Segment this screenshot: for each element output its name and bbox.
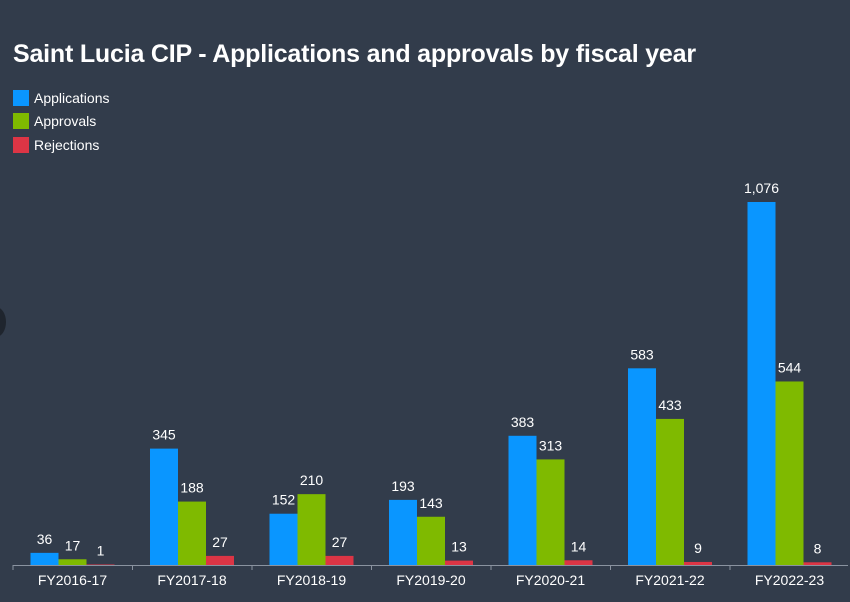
bar-applications-fy2020-21[interactable] [508,435,537,565]
data-label-approvals-fy2017-18: 188 [180,480,204,496]
chart-title: Saint Lucia CIP - Applications and appro… [13,40,696,68]
bar-approvals-fy2020-21[interactable] [536,459,565,565]
data-label-applications-fy2016-17: 36 [37,531,53,547]
data-label-approvals-fy2022-23: 544 [778,359,802,375]
data-label-rejections-fy2017-18: 27 [212,534,228,550]
legend-label-applications: Applications [34,89,110,106]
data-label-approvals-fy2021-22: 433 [658,397,682,413]
legend-label-rejections: Rejections [34,136,100,153]
bar-rejections-fy2022-23[interactable] [803,562,832,565]
bar-applications-fy2018-19[interactable] [269,513,298,565]
data-label-rejections-fy2021-22: 9 [694,540,702,556]
bar-rejections-fy2016-17[interactable] [86,564,115,566]
bar-rejections-fy2017-18[interactable] [206,555,234,565]
x-tick-label-fy2022-23: FY2022-23 [755,572,824,588]
legend-swatch-rejections [13,136,29,153]
data-label-applications-fy2019-20: 193 [391,478,415,494]
data-label-approvals-fy2018-19: 210 [300,472,324,488]
bar-applications-fy2016-17[interactable] [30,552,59,565]
data-label-approvals-fy2020-21: 313 [539,437,563,453]
data-label-approvals-fy2019-20: 143 [419,495,443,511]
scroll-handle[interactable] [0,307,6,337]
bar-approvals-fy2022-23[interactable] [775,381,804,565]
bar-applications-fy2022-23[interactable] [747,202,776,565]
bar-rejections-fy2020-21[interactable] [564,560,593,565]
bar-approvals-fy2021-22[interactable] [656,418,684,565]
data-label-applications-fy2021-22: 583 [630,346,654,362]
legend-swatch-approvals [13,113,29,130]
data-label-applications-fy2017-18: 345 [152,427,176,443]
legend-swatch-applications [13,89,29,106]
data-label-rejections-fy2018-19: 27 [332,534,348,550]
legend-item-approvals[interactable]: Approvals [13,110,110,134]
data-label-rejections-fy2016-17: 1 [97,543,105,559]
data-label-rejections-fy2020-21: 14 [571,538,587,554]
bar-applications-fy2021-22[interactable] [628,368,656,565]
x-tick-label-fy2019-20: FY2019-20 [396,572,465,588]
bar-applications-fy2017-18[interactable] [150,448,178,565]
bar-approvals-fy2018-19[interactable] [297,494,326,565]
data-label-rejections-fy2019-20: 13 [451,539,467,555]
data-label-applications-fy2018-19: 152 [272,492,296,508]
x-tick-label-fy2021-22: FY2021-22 [635,572,704,588]
legend-label-approvals: Approvals [34,113,97,130]
data-label-approvals-fy2016-17: 17 [65,537,81,553]
legend-item-rejections[interactable]: Rejections [13,133,110,157]
legend-item-applications[interactable]: Applications [13,86,110,110]
bar-approvals-fy2017-18[interactable] [178,501,206,565]
x-tick-label-fy2017-18: FY2017-18 [157,572,226,588]
bar-rejections-fy2018-19[interactable] [325,555,354,565]
bar-rejections-fy2019-20[interactable] [445,560,473,565]
x-tick-label-fy2020-21: FY2020-21 [516,572,585,588]
bar-applications-fy2019-20[interactable] [389,499,417,565]
data-label-rejections-fy2022-23: 8 [814,540,822,556]
bar-approvals-fy2019-20[interactable] [417,516,445,565]
data-label-applications-fy2020-21: 383 [511,414,535,430]
bar-rejections-fy2021-22[interactable] [684,561,712,565]
legend: Applications Approvals Rejections [13,86,110,157]
bar-approvals-fy2016-17[interactable] [58,559,87,565]
data-label-applications-fy2022-23: 1,076 [744,180,779,196]
x-tick-label-fy2016-17: FY2016-17 [38,572,107,588]
x-tick-label-fy2018-19: FY2018-19 [277,572,346,588]
